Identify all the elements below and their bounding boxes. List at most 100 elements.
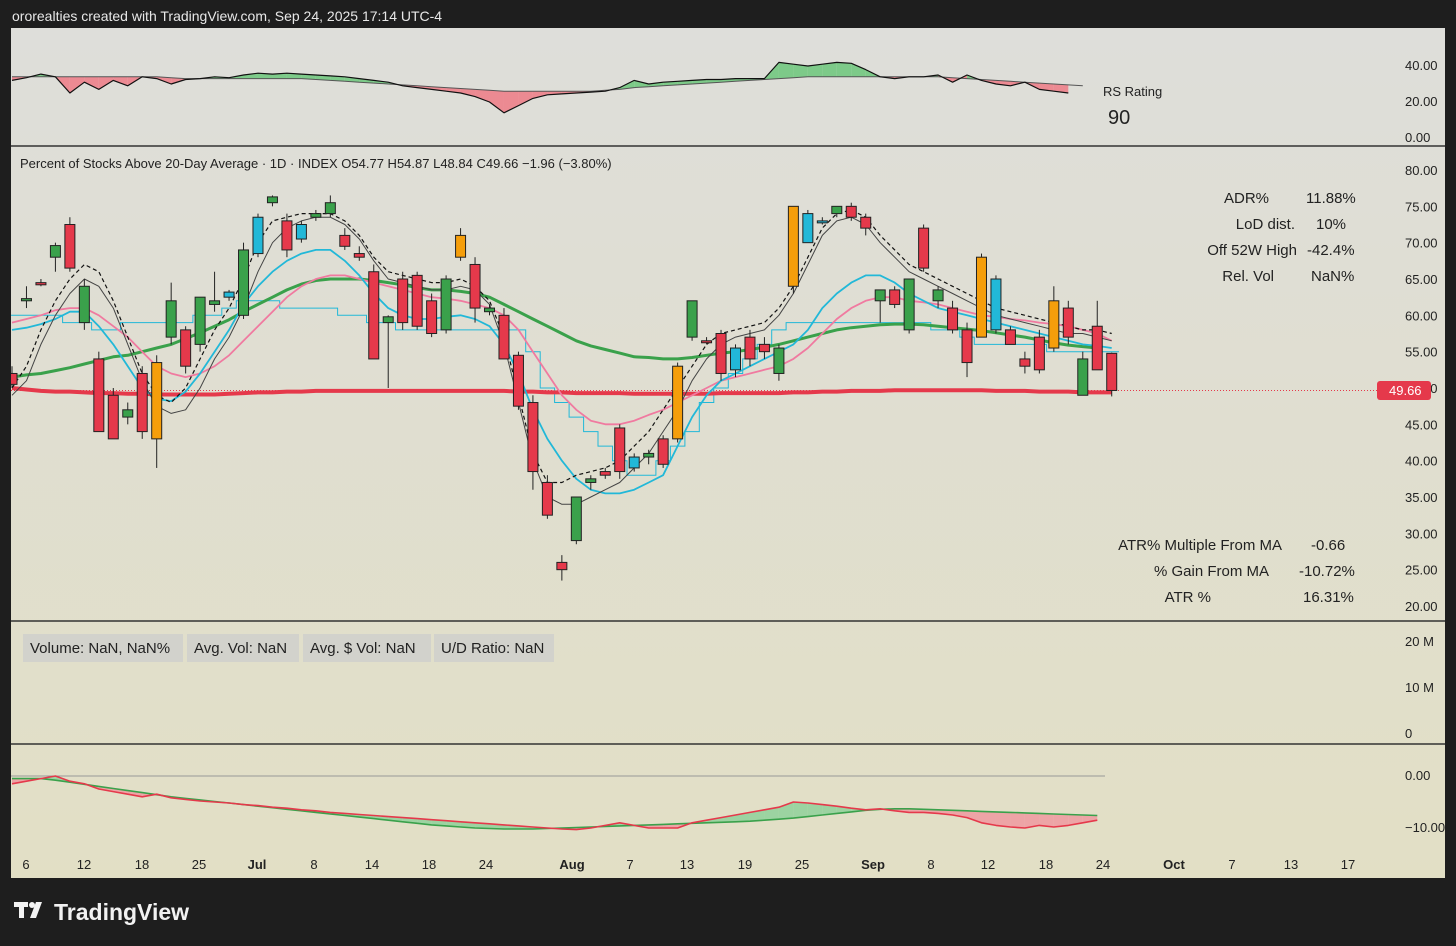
rs-tick-0: 0.00: [1405, 130, 1430, 145]
x-axis-label: 12: [981, 857, 995, 872]
rs-fill-segment: [851, 63, 866, 77]
osc-panel: [11, 775, 1105, 831]
ma-pink-line: [11, 274, 1113, 426]
candle-body: [165, 300, 177, 338]
rs-panel-bg: [11, 28, 1445, 148]
rs-fill-segment: [330, 75, 345, 82]
candle-body: [918, 227, 930, 269]
badge-avgvol: Avg. Vol: NaN: [194, 640, 287, 657]
x-axis-label: 18: [1039, 857, 1053, 872]
rs-fill-segment: [243, 73, 258, 79]
tradingview-logo-text: TradingView: [54, 899, 190, 925]
candle-body: [498, 314, 510, 360]
x-axis-label: Oct: [1163, 857, 1185, 872]
rs-fill-segment: [315, 75, 331, 81]
candle-body: [209, 300, 221, 305]
rs-tick-20: 20.00: [1405, 94, 1438, 109]
x-axis-label: 8: [310, 857, 317, 872]
stat-gain-value: -10.72%: [1299, 563, 1355, 580]
main-y-tick: 70.00: [1405, 236, 1438, 251]
candle-body: [1048, 300, 1060, 349]
rs-value: 90: [1108, 107, 1130, 129]
main-y-tick: 25.00: [1405, 563, 1438, 578]
candle-body: [295, 224, 307, 240]
chart-svg[interactable]: RS Rating 90 40.00 20.00 0.00 Percent of…: [4, 28, 1445, 878]
vol-tick-20m: 20 M: [1405, 634, 1434, 649]
x-axis-label: 19: [738, 857, 752, 872]
x-axis-label: 18: [135, 857, 149, 872]
candle-body: [49, 245, 61, 258]
osc-fill-segment: [981, 811, 996, 826]
candle-body: [903, 278, 915, 331]
rs-fill-segment: [446, 87, 461, 93]
rs-fill-segment: [286, 73, 302, 79]
candle-body: [122, 409, 134, 418]
stat-relvol-value: NaN%: [1311, 268, 1354, 285]
osc-fill-segment: [967, 810, 982, 823]
badge-volume-bg: [23, 634, 183, 662]
osc-fill-segment: [1039, 813, 1054, 827]
rs-fill-segment: [836, 62, 852, 77]
candle-body: [599, 471, 611, 476]
badge-volume: Volume: NaN, NaN%: [30, 640, 170, 657]
candle-body: [238, 249, 250, 316]
stat-gain-label: % Gain From MA: [1154, 563, 1269, 580]
candle-body: [266, 196, 278, 204]
main-title: Percent of Stocks Above 20-Day Average ·…: [20, 156, 612, 171]
rs-fill-segment: [84, 76, 99, 90]
rs-fill-segment: [301, 74, 316, 80]
osc-fill-segment: [1010, 812, 1025, 828]
main-y-tick: 20.00: [1405, 599, 1438, 614]
rs-line: [11, 61, 1069, 114]
rs-fill-segment: [1039, 83, 1054, 92]
osc-fill-segment: [721, 815, 736, 823]
rs-fill-segment: [793, 64, 808, 78]
stat-atr-value: 16.31%: [1303, 589, 1354, 606]
candle-body: [339, 234, 351, 247]
osc-fill-segment: [1024, 812, 1040, 828]
badge-udratio: U/D Ratio: NaN: [441, 640, 544, 657]
candle-body: [484, 307, 496, 313]
candle-body: [35, 282, 47, 286]
tradingview-logo-icon: [14, 900, 48, 926]
x-axis-label: 25: [192, 857, 206, 872]
candle-body: [860, 216, 872, 229]
osc-fill-segment: [764, 807, 779, 821]
x-axis-label: Aug: [559, 857, 584, 872]
x-axis-label: 12: [77, 857, 91, 872]
main-y-tick: 35.00: [1405, 490, 1438, 505]
candle-body: [990, 278, 1002, 331]
rs-panel: [11, 61, 1083, 114]
candle-body: [151, 362, 163, 440]
candle-body: [180, 329, 192, 367]
candle-body: [382, 316, 394, 324]
candle-body: [845, 205, 857, 218]
x-axis-label: 17: [1341, 857, 1355, 872]
stat-adr-label: ADR%: [1224, 190, 1269, 207]
candle-body: [701, 340, 713, 344]
rs-fill-segment: [634, 80, 649, 88]
dashed-line: [11, 209, 1112, 484]
candle-body: [64, 224, 76, 269]
ma-green-line: [11, 277, 1098, 379]
badge-avgdollarvol: Avg. $ Vol: NaN: [310, 640, 416, 657]
candle-body: [556, 561, 568, 571]
main-y-tick: 55.00: [1405, 345, 1438, 360]
rs-tick-40: 40.00: [1405, 58, 1438, 73]
candle-body: [194, 296, 206, 345]
osc-fill-segment: [793, 802, 808, 819]
stat-relvol-label: Rel. Vol: [1222, 268, 1274, 285]
candle-body: [411, 274, 423, 327]
candle-body: [107, 394, 119, 440]
chart-area[interactable]: RS Rating 90 40.00 20.00 0.00 Percent of…: [4, 28, 1445, 878]
thin-black-line: [11, 216, 1112, 505]
candle-body: [512, 354, 524, 407]
osc-fill-segment: [1053, 813, 1069, 827]
candle-body: [469, 263, 481, 309]
candle-body: [93, 358, 105, 433]
candle-body: [20, 298, 32, 302]
osc-fill-segment: [807, 803, 823, 817]
stats-bottom: ATR% Multiple From MA -0.66 % Gain From …: [1118, 537, 1355, 606]
osc-fill-segment: [822, 804, 837, 815]
candle-body: [397, 278, 409, 324]
